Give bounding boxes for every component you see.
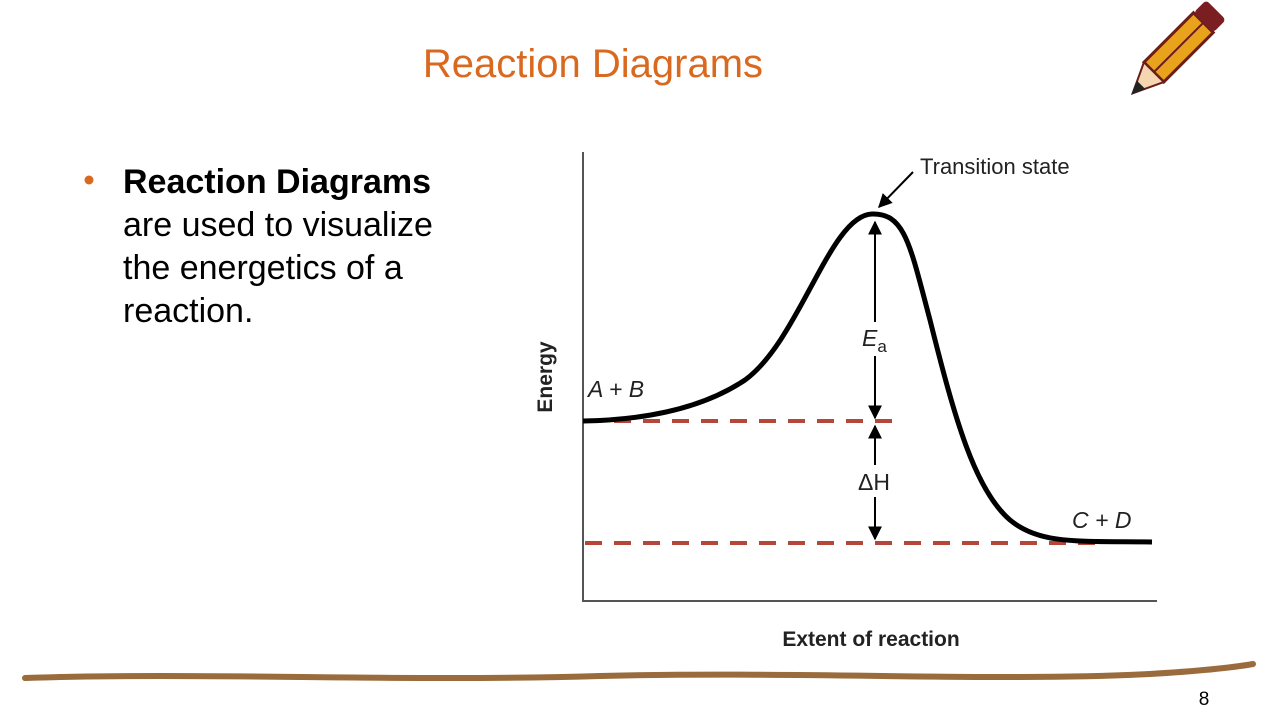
x-axis-label: Extent of reaction	[782, 628, 959, 651]
ea-subscript: a	[877, 337, 887, 356]
ea-symbol: E	[862, 325, 878, 351]
transition-state-label: Transition state	[920, 154, 1070, 179]
bullet-bold: Reaction Diagrams	[123, 163, 431, 201]
reaction-diagram: Transition state A + B C + D Ea ΔH Energ…	[534, 152, 1157, 651]
enthalpy-label: ΔH	[858, 469, 890, 495]
bullet-line: the energetics of a	[123, 249, 403, 287]
bullet-line: reaction.	[123, 292, 253, 330]
page-number: 8	[1199, 689, 1210, 710]
pointer-arrow	[878, 171, 914, 209]
divider-line	[22, 661, 1256, 681]
bullet-line: are used to visualize	[123, 206, 433, 244]
reactants-label: A + B	[586, 376, 644, 402]
pencil-icon	[1130, 1, 1225, 96]
bullet-dot	[84, 175, 94, 185]
y-axis-label: Energy	[534, 341, 557, 413]
slide-title: Reaction Diagrams	[423, 42, 763, 86]
activation-energy-label: Ea	[862, 325, 887, 356]
products-label: C + D	[1072, 507, 1131, 533]
energy-curve	[582, 211, 1153, 545]
